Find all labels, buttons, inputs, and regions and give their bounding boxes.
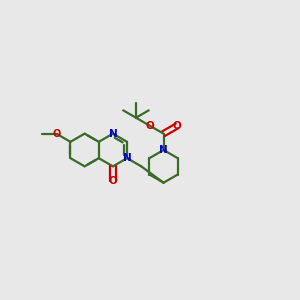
Text: O: O xyxy=(109,176,117,186)
Text: N: N xyxy=(123,153,131,163)
Text: O: O xyxy=(172,121,182,131)
Text: N: N xyxy=(159,145,168,155)
Text: O: O xyxy=(146,121,154,131)
Text: N: N xyxy=(109,129,117,139)
Text: O: O xyxy=(53,129,61,139)
